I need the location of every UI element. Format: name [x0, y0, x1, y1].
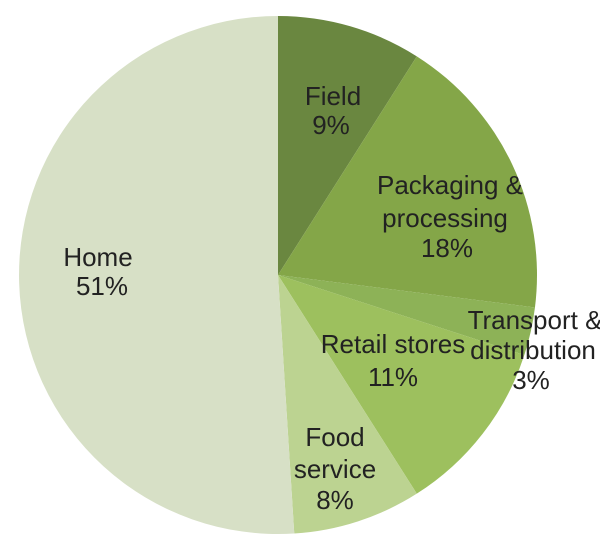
- svg-text:service: service: [294, 454, 376, 484]
- svg-text:18%: 18%: [421, 233, 473, 263]
- svg-text:Food: Food: [305, 422, 364, 452]
- svg-text:Transport &: Transport &: [468, 305, 600, 335]
- svg-text:51%: 51%: [76, 271, 128, 301]
- svg-text:9%: 9%: [312, 110, 350, 140]
- svg-text:Home: Home: [63, 242, 132, 272]
- svg-text:Field: Field: [305, 81, 361, 111]
- svg-text:Packaging &: Packaging &: [377, 170, 523, 200]
- svg-text:Retail stores: Retail stores: [321, 329, 466, 359]
- svg-text:processing: processing: [382, 203, 508, 233]
- svg-text:11%: 11%: [368, 362, 418, 392]
- svg-text:8%: 8%: [316, 485, 354, 515]
- svg-text:3%: 3%: [512, 365, 550, 395]
- svg-text:distribution: distribution: [470, 335, 596, 365]
